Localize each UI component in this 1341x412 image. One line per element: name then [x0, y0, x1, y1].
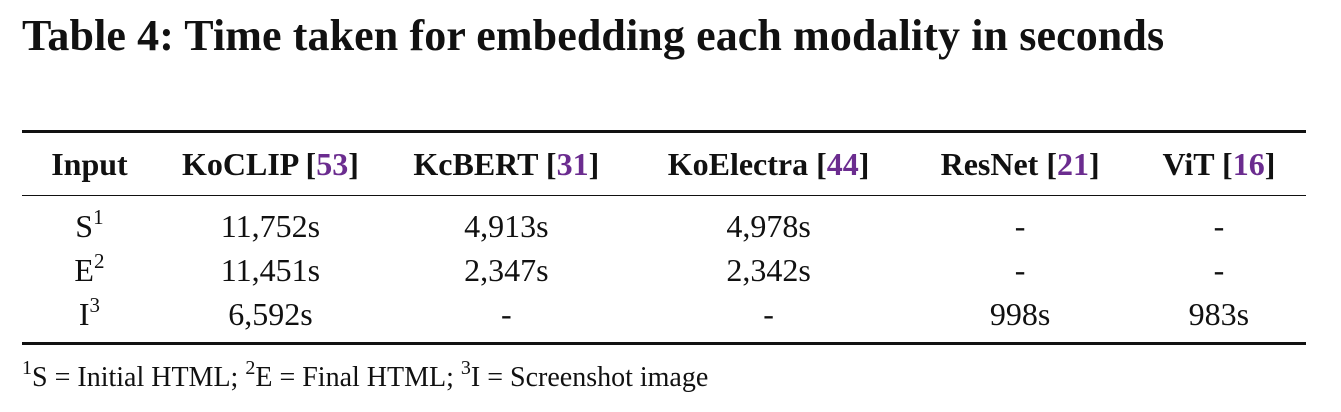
cell-input: I3 — [22, 292, 157, 344]
cell-koclip: 11,451s — [220, 251, 321, 288]
footnote-mark-3: 3 — [460, 357, 471, 379]
header-resnet: ResNet [21] — [940, 145, 1100, 182]
header-kcbert: KcBERT [31] — [413, 145, 600, 182]
cell-koelectra: 4,978s — [726, 207, 811, 244]
cell-koclip: 11,752s — [220, 207, 321, 244]
table-footnote: 1S = Initial HTML; 2E = Final HTML; 3I =… — [22, 358, 708, 398]
cell-vit: - — [1213, 207, 1225, 244]
cell-koelectra: 2,342s — [726, 251, 811, 288]
footnote-mark-2: 2 — [245, 357, 256, 379]
input-label: I — [78, 295, 90, 332]
table-row-screenshot-image: I3 6,592s - - 998s 983s — [22, 292, 1306, 344]
header-koclip: KoCLIP [53] — [181, 145, 359, 182]
citation-link-koelectra[interactable]: 44 — [826, 145, 859, 182]
cell-resnet: - — [1014, 207, 1026, 244]
header-koclip-label: KoCLIP — [181, 145, 298, 182]
footnote-marker: 2 — [93, 248, 105, 273]
header-input-label: Input — [51, 145, 128, 182]
cell-koclip: 6,592s — [228, 295, 313, 332]
header-input: Input — [22, 132, 157, 196]
cell-resnet: - — [1014, 251, 1026, 288]
header-vit: ViT [16] — [1162, 145, 1276, 182]
footnote-marker: 3 — [89, 292, 101, 317]
cell-koelectra: - — [763, 295, 774, 332]
cell-kcbert: - — [500, 295, 512, 332]
citation-link-kcbert[interactable]: 31 — [556, 145, 589, 182]
header-vit-label: ViT — [1162, 145, 1215, 182]
footnote-marker: 1 — [93, 204, 104, 229]
cell-kcbert: 2,347s — [464, 251, 549, 288]
citation-link-vit[interactable]: 16 — [1232, 145, 1265, 182]
header-koelectra-label: KoElectra — [667, 145, 809, 182]
embedding-time-table: Input KoCLIP [53] KcBERT [31] KoElectra … — [22, 130, 1306, 345]
cell-resnet: 998s — [989, 295, 1051, 332]
cell-input: E2 — [22, 248, 157, 292]
header-kcbert-label: KcBERT — [413, 145, 538, 182]
cell-input: S1 — [22, 196, 157, 249]
header-koelectra: KoElectra [44] — [667, 145, 870, 182]
table-header-row: Input KoCLIP [53] KcBERT [31] KoElectra … — [22, 131, 1306, 196]
footnote-mark-1: 1 — [22, 357, 32, 379]
citation-link-koclip[interactable]: 53 — [316, 145, 349, 182]
footnote-text-1: S = Initial HTML; — [32, 362, 246, 393]
input-label: E — [74, 251, 94, 288]
footnote-text-2: E = Final HTML; — [255, 362, 461, 393]
cell-kcbert: 4,913s — [464, 207, 549, 244]
table-caption: Table 4: Time taken for embedding each m… — [22, 11, 1165, 60]
cell-vit: - — [1213, 251, 1225, 288]
citation-link-resnet[interactable]: 21 — [1056, 145, 1089, 182]
footnote-text-3: I = Screenshot image — [470, 362, 709, 393]
table-container: Input KoCLIP [53] KcBERT [31] KoElectra … — [22, 130, 1306, 345]
header-resnet-label: ResNet — [940, 145, 1039, 182]
input-label: S — [75, 207, 94, 244]
table-row-final-html: E2 11,451s 2,347s 2,342s - - — [22, 248, 1306, 292]
cell-vit: 983s — [1188, 295, 1250, 332]
table-row-initial-html: S1 11,752s 4,913s 4,978s - - — [22, 196, 1306, 249]
